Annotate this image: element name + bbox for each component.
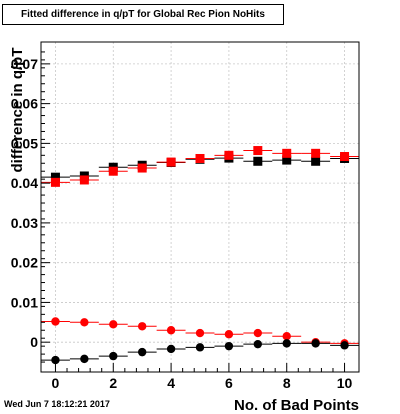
series-3-point xyxy=(282,339,291,348)
y-tick-label: 0 xyxy=(30,334,38,350)
y-tick-label: 0.01 xyxy=(11,294,38,310)
series-2-point xyxy=(224,330,234,339)
point-layer xyxy=(50,146,350,365)
series-1-point xyxy=(224,150,234,160)
series-3-point xyxy=(137,347,147,357)
series-3-point xyxy=(109,351,118,361)
series-3-point xyxy=(80,354,89,364)
plot-frame xyxy=(40,41,360,373)
series-3-point xyxy=(166,344,176,354)
x-tick-label: 2 xyxy=(109,375,117,391)
series-1-point xyxy=(108,166,118,176)
series-3-point xyxy=(195,343,205,352)
datestamp: Wed Jun 7 18:12:21 2017 xyxy=(4,399,110,409)
series-1-point xyxy=(137,163,147,173)
axis-layer: 0 2 4 6 8 10 0 0.01 0.02 0.03 0.04 0.05 0.06 0.07 xyxy=(11,51,353,391)
y-tick-label: 0.02 xyxy=(11,255,38,271)
series-0-point xyxy=(282,155,292,165)
x-tick-label: 0 xyxy=(52,375,60,391)
series-3-point xyxy=(340,341,349,350)
y-tick-label: 0.07 xyxy=(11,56,38,72)
x-tick-label: 6 xyxy=(225,375,233,391)
series-1-point xyxy=(50,177,60,187)
x-tick-label: 8 xyxy=(283,375,291,391)
x-axis-title: No. of Bad Points xyxy=(234,397,359,414)
x-tick-label: 10 xyxy=(337,375,353,391)
y-tick-label: 0.05 xyxy=(11,135,38,151)
plot-background xyxy=(41,42,359,372)
series-2-point xyxy=(109,320,118,329)
series-1-point xyxy=(282,148,292,158)
series-1-point xyxy=(253,146,263,156)
series-3-point xyxy=(311,339,320,348)
series-2-point xyxy=(166,326,176,335)
series-2-point xyxy=(51,317,60,326)
series-2-point xyxy=(282,332,291,341)
x-tick-label: 4 xyxy=(167,375,175,391)
series-3-point xyxy=(51,355,60,365)
series-3-point xyxy=(253,339,263,349)
y-tick-label: 0.06 xyxy=(11,96,38,112)
series-0-point xyxy=(311,156,321,166)
series-1-point xyxy=(166,157,176,167)
series-2-point xyxy=(253,328,263,338)
chart-title: Fitted difference in q/pT for Global Rec… xyxy=(2,4,284,25)
series-2-point xyxy=(80,318,89,327)
series-1-point xyxy=(340,152,350,162)
series-1-point xyxy=(79,175,89,185)
series-2-point xyxy=(195,328,205,338)
series-0-point xyxy=(50,172,60,182)
series-1-point xyxy=(195,153,205,163)
series-2-point xyxy=(137,322,147,331)
y-tick-label: 0.04 xyxy=(11,175,38,191)
series-1-point xyxy=(311,148,321,158)
series-3-point xyxy=(224,341,234,351)
y-tick-label: 0.03 xyxy=(11,215,38,231)
series-0-point xyxy=(253,156,263,166)
y-axis-title: difference in q/pT xyxy=(9,47,26,172)
